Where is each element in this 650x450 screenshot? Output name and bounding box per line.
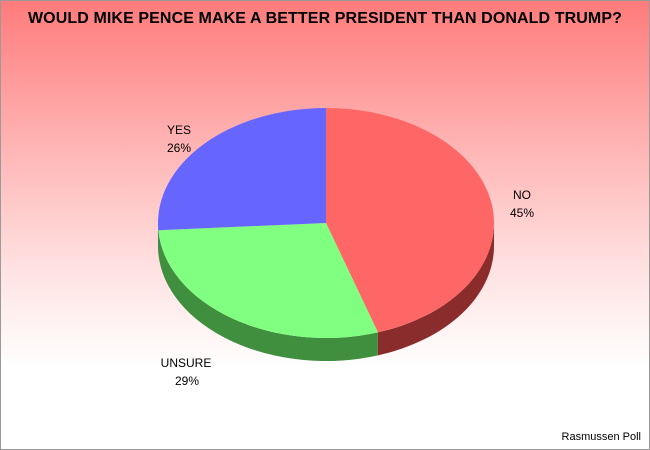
pie-slice-unsure xyxy=(158,223,378,338)
pie-tops xyxy=(158,108,494,338)
slice-value-unsure: 29% xyxy=(175,374,199,388)
slice-label-no: NO xyxy=(513,188,531,202)
chart-source: Rasmussen Poll xyxy=(561,431,641,443)
slice-value-no: 45% xyxy=(510,206,534,220)
pie-slice-no xyxy=(326,108,494,333)
slice-label-unsure: UNSURE xyxy=(161,356,212,370)
pie-side-no xyxy=(377,223,494,356)
pie-side-unsure xyxy=(158,230,378,361)
pie-slice-yes xyxy=(158,108,326,231)
slice-value-yes: 26% xyxy=(167,141,191,155)
slice-label-yes: YES xyxy=(167,123,191,137)
chart-title: WOULD MIKE PENCE MAKE A BETTER PRESIDENT… xyxy=(27,10,623,27)
pie-sides xyxy=(158,223,494,361)
